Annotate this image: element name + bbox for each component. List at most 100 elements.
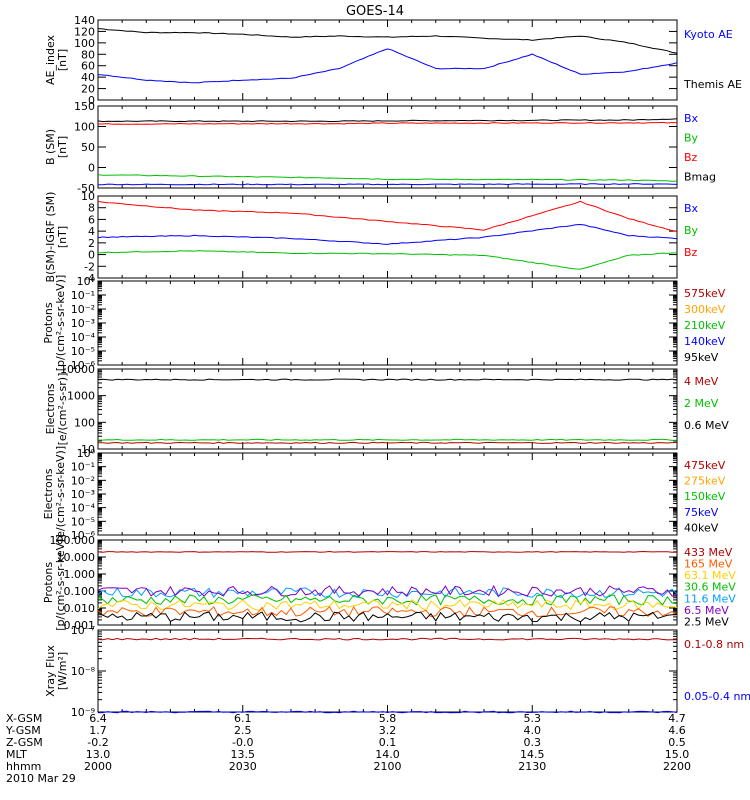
panel-protons_mev: 100.00010.0001.0000.1000.0100.001Protons… [42,534,736,632]
y-tick-label: 0.010 [64,602,96,615]
series-group-ae [97,28,678,84]
series-line [98,250,678,270]
legend-label: By [684,132,699,145]
footer-value: 14.5 [520,748,545,761]
y-axis-label-line1: B(SM)-IGRF (SM) [44,192,57,283]
y-tick-label: 150 [74,100,95,113]
series-line [98,183,678,186]
y-axis-label: Xray Flux [W/m²] [44,645,69,697]
legend-label: 475keV [684,459,726,472]
y-tick-label: 0 [88,249,95,262]
y-tick-label: 10⁻² [71,303,95,316]
y-tick-label: 20 [81,83,95,96]
series-group-bsm [97,118,678,186]
y-tick-label: 10⁻⁵ [71,515,95,528]
footer-value: 2100 [374,760,402,773]
series-line [97,710,678,714]
footer-value: 1.7 [89,724,107,737]
y-axis-label-line1: Electrons [44,383,57,434]
y-tick-label: 8 [88,202,95,215]
y-tick-label: 10⁻⁴ [71,502,96,515]
y-axis-label: Protons [p/(cm²-s-sr-keV)] [42,275,67,372]
y-tick-label: 10⁰ [77,447,96,460]
y-tick-label: 10⁻⁵ [71,345,95,358]
plot-title: GOES-14 [346,4,404,19]
y-tick-label: 0.100 [64,585,96,598]
y-axis-label: Protons [p/(cm²-s-sr-keV)] [42,534,67,631]
series-line [97,438,678,441]
series-group-bigrf [97,200,678,270]
y-axis-label-line2: [W/m²] [56,652,69,690]
y-axis-label-line2: [e/(cm²-s-sr-keV)] [54,446,67,542]
y-tick-label: -2 [84,260,95,273]
footer-value: 2000 [84,760,112,773]
legend-label: 433 MeV [684,546,733,559]
series-line [97,441,678,444]
y-axis-label-line2: [e/(cm²-s-sr)] [56,373,69,446]
series-line [97,550,677,553]
footer-value: 0.3 [524,736,542,749]
legend-label: Bz [684,151,698,164]
series-line [98,121,678,125]
footer-value: 4.7 [668,712,686,725]
series-line [97,594,678,606]
footer-value: 2030 [229,760,257,773]
footer-value: 2130 [518,760,546,773]
legend-label: 300keV [684,303,726,316]
y-tick-label: 10 [81,190,95,203]
legend-label: 2.5 MeV [684,615,729,628]
y-tick-label: 6 [88,213,95,226]
y-tick-label: 10⁻³ [71,488,95,501]
y-axis-label: B(SM)-IGRF (SM) [nT] [44,192,69,283]
footer-value: 5.3 [524,712,542,725]
series-line [97,174,678,182]
footer-row-label: hhmm [6,760,41,773]
footer-row-label: MLT [6,748,27,761]
y-tick-label: 80 [81,48,95,61]
y-tick-label: 4 [88,225,95,238]
legend-label: By [684,224,699,237]
y-tick-label: 0 [88,94,95,107]
series-line [97,611,678,623]
footer-value: 2200 [663,760,691,773]
y-tick-label: 100.000 [50,534,96,547]
series-line [97,118,678,123]
series-group-protons_mev [97,550,678,623]
y-axis-label-line2: [nT] [56,49,69,71]
series-line [97,223,678,245]
y-tick-label: 40 [81,71,95,84]
footer-date: 2010 Mar 29 [6,772,76,785]
legend-label: 165 MeV [684,558,733,571]
footer-value: 0.5 [668,736,686,749]
y-tick-label: 1.000 [64,568,96,581]
y-axis-label-line2: [nT] [56,136,69,158]
legend-label: 150keV [684,490,726,503]
y-tick-label: 140 [74,14,95,27]
y-tick-label: 10⁻² [71,474,95,487]
panel-electrons_mev: 10000 1000 100 10 Electrons [e/(cm²-s-sr)] 4 M… [44,363,729,456]
legend-label: 40keV [684,521,719,534]
footer-value: 14.0 [375,748,400,761]
legend-label: Themis AE [683,78,742,91]
y-tick-label: 10.000 [57,551,96,564]
y-axis-label-line1: Protons [42,562,55,603]
legend-label: 63.1 MeV [684,569,736,582]
footer-value: 4.0 [524,724,542,737]
legend-label: 11.6 MeV [684,592,736,605]
legend-label: 0.6 MeV [684,419,729,432]
footer-value: 0.1 [379,736,397,749]
y-tick-label: 10⁻¹ [71,461,95,474]
y-tick-label: 2 [88,237,95,250]
y-axis-label-line1: Electrons [42,468,55,519]
legend-label: Bz [684,246,698,259]
y-tick-label: 0.001 [64,619,96,632]
y-axis-label: B (SM) [nT] [44,129,69,165]
footer-row-label: Z-GSM [6,736,43,749]
y-axis-label-line2: [p/(cm²-s-sr-keV)] [54,275,67,372]
